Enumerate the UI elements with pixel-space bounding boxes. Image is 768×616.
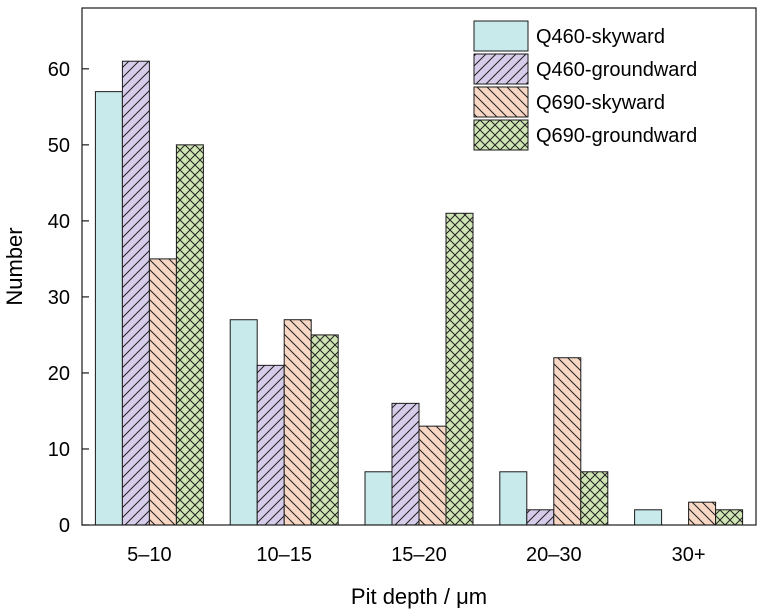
axes-group: 0 10 20 30 40 50 60 5–10 10–15 15–20 20–30 30+ Pit d… (2, 7, 757, 609)
bar-q690-groundward-10-15 (310, 334, 339, 526)
legend-label-q460-skyward: Q460-skyward (536, 26, 665, 48)
legend-swatch-q690-groundward (473, 119, 529, 151)
y-tick-label: 50 (48, 135, 70, 157)
bar-q690-skyward-5-10 (148, 258, 177, 526)
bar-q460-groundward-15-20 (391, 402, 420, 526)
bar-q460-skyward-20-30 (499, 471, 528, 526)
y-tick-label: 0 (59, 515, 70, 537)
bar-q690-skyward-30 (688, 501, 717, 526)
bar-q460-skyward-15-20 (364, 471, 393, 526)
x-axis-title: Pit depth / μm (351, 584, 487, 609)
legend-label-q690-groundward: Q690-groundward (536, 125, 697, 147)
bar-q690-groundward-30 (715, 509, 744, 526)
bar-q460-groundward-10-15 (256, 364, 285, 526)
bar-q690-groundward-15-20 (445, 212, 474, 526)
legend-swatch-q460-skyward (473, 20, 529, 52)
y-tick-label: 20 (48, 363, 70, 385)
y-axis-title: Number (2, 227, 27, 305)
x-tick-label: 30+ (672, 544, 706, 566)
x-tick-label: 20–30 (526, 544, 582, 566)
bar-q460-skyward-30 (634, 509, 663, 526)
plot-frame (81, 7, 757, 526)
y-tick-label: 60 (48, 59, 70, 81)
y-tick-label: 10 (48, 439, 70, 461)
legend: Q460-skyward Q460-groundward Q690-skyward Q… (473, 20, 697, 151)
bar-q690-groundward-5-10 (175, 144, 204, 526)
legend-swatch-q460-groundward (473, 53, 529, 85)
y-tick-label: 40 (48, 211, 70, 233)
x-tick-label: 15–20 (391, 544, 447, 566)
bars-group (94, 60, 744, 526)
bar-q460-groundward-20-30 (526, 509, 555, 526)
bar-q690-skyward-15-20 (418, 425, 447, 526)
bar-q460-skyward-5-10 (94, 91, 123, 526)
bar-q460-skyward-10-15 (229, 319, 258, 526)
bar-q690-groundward-20-30 (580, 471, 609, 526)
bar-q690-skyward-10-15 (283, 319, 312, 526)
legend-label-q690-skyward: Q690-skyward (536, 92, 665, 114)
legend-label-q460-groundward: Q460-groundward (536, 59, 697, 81)
bar-q690-skyward-20-30 (553, 357, 582, 526)
x-tick-label: 10–15 (256, 544, 312, 566)
bar-q460-groundward-5-10 (121, 60, 150, 526)
x-tick-label: 5–10 (127, 544, 172, 566)
legend-swatch-q690-skyward (473, 86, 529, 118)
y-tick-label: 30 (48, 287, 70, 309)
